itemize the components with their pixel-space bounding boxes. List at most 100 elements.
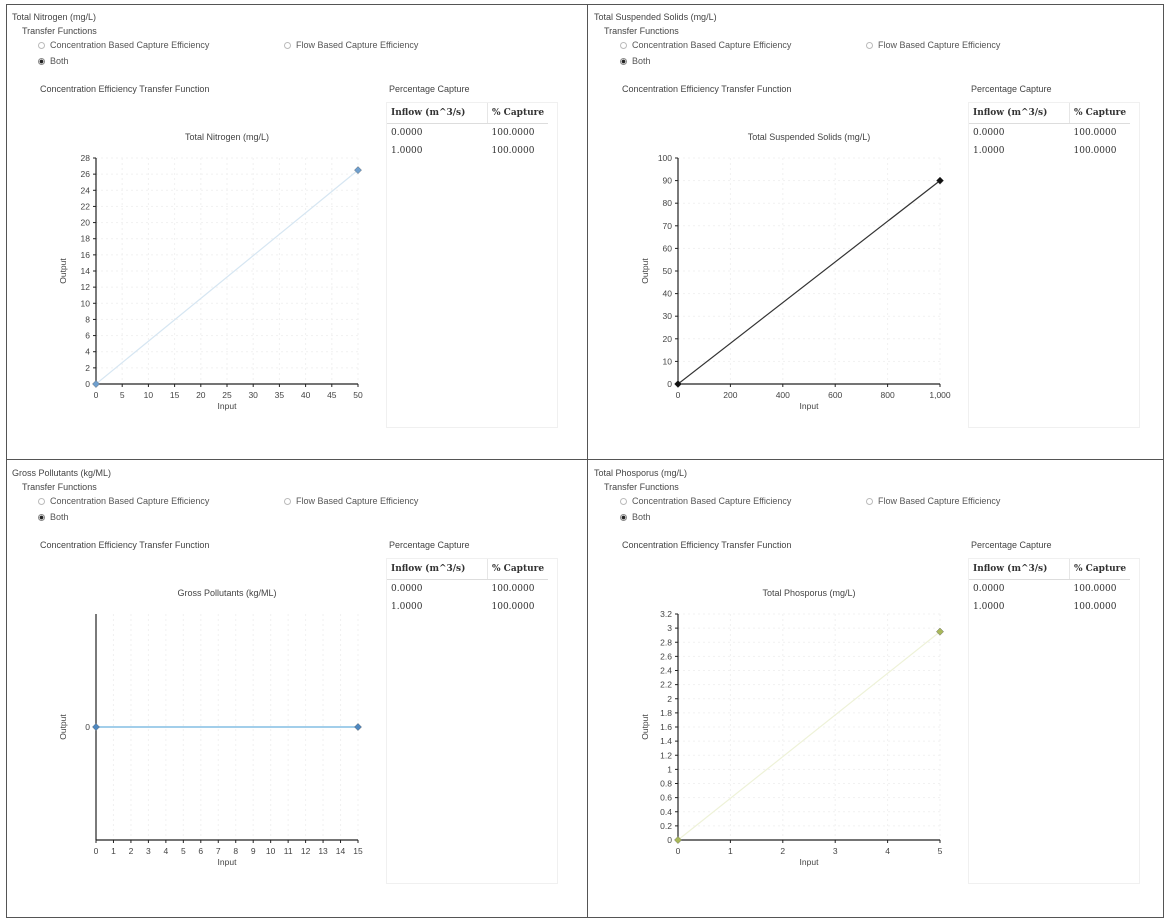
table-row[interactable]: 0.0000 100.0000	[387, 580, 548, 599]
capture-cell: 100.0000	[491, 584, 535, 594]
concentration-radio[interactable]: Concentration Based Capture Efficiency	[38, 40, 209, 50]
capture-cell: 100.0000	[491, 146, 535, 156]
capture-table: Inflow (m^3/s) % Capture 0.0000 100.0000 …	[386, 102, 558, 428]
inflow-cell: 1.0000	[391, 602, 423, 612]
flow-radio[interactable]: Flow Based Capture Efficiency	[866, 40, 1000, 50]
flow-radio-label: Flow Based Capture Efficiency	[296, 496, 419, 506]
panel-total-nitrogen: Total Nitrogen (mg/L) Transfer Functions…	[8, 6, 586, 458]
both-radio-label: Both	[632, 512, 651, 522]
x-tick-label: 13	[318, 846, 328, 856]
y-tick-label: 2	[667, 694, 672, 704]
y-tick-label: 1.2	[660, 750, 672, 760]
x-tick-label: 40	[301, 390, 311, 400]
y-tick-label: 8	[85, 314, 90, 324]
series-line	[677, 631, 941, 841]
inflow-column-header[interactable]: Inflow (m^3/s)	[387, 103, 488, 124]
y-tick-label: 2.8	[660, 637, 672, 647]
y-tick-label: 80	[663, 198, 673, 208]
transfer-function-chart: Gross Pollutants (kg/ML) 0 1 2 3 4 5 6 7 8 9 10 11 12…	[48, 558, 378, 898]
y-tick-label: 6	[85, 331, 90, 341]
table-row[interactable]: 1.0000 100.0000	[969, 142, 1130, 160]
concentration-radio-label: Concentration Based Capture Efficiency	[632, 496, 792, 506]
x-tick-label: 0	[94, 390, 99, 400]
capture-cell: 100.0000	[491, 602, 535, 612]
y-tick-label: 14	[81, 266, 91, 276]
y-tick-label: 70	[663, 221, 673, 231]
x-tick-label: 15	[170, 390, 180, 400]
data-point	[354, 166, 362, 174]
y-tick-label: 1.8	[660, 708, 672, 718]
inflow-cell: 1.0000	[973, 602, 1005, 612]
y-tick-label: 3	[667, 623, 672, 633]
x-tick-label: 6	[198, 846, 203, 856]
capture-cell: 100.0000	[1073, 584, 1117, 594]
data-point	[92, 723, 100, 731]
x-tick-label: 30	[248, 390, 258, 400]
radio-circle-icon	[866, 41, 873, 49]
both-radio[interactable]: Both	[620, 56, 651, 66]
both-radio[interactable]: Both	[620, 512, 651, 522]
radio-circle-icon	[866, 497, 873, 505]
y-tick-label: 10	[663, 356, 673, 366]
capture-table: Inflow (m^3/s) % Capture 0.0000 100.0000 …	[386, 558, 558, 884]
table-row[interactable]: 0.0000 100.0000	[969, 124, 1130, 143]
panel-title: Total Suspended Solids (mg/L)	[594, 12, 717, 22]
concentration-radio[interactable]: Concentration Based Capture Efficiency	[620, 40, 791, 50]
table-row[interactable]: 1.0000 100.0000	[969, 598, 1130, 616]
x-tick-label: 35	[275, 390, 285, 400]
panel-total-suspended-solids: Total Suspended Solids (mg/L) Transfer F…	[590, 6, 1167, 458]
table-row[interactable]: 0.0000 100.0000	[969, 580, 1130, 599]
chart-svg: Total Suspended Solids (mg/L)0 200 400 600 8…	[640, 132, 951, 411]
both-radio-label: Both	[50, 512, 69, 522]
x-tick-label: 600	[828, 390, 842, 400]
percentage-capture-label: Percentage Capture	[971, 540, 1052, 550]
table-row[interactable]: 1.0000 100.0000	[387, 142, 548, 160]
x-tick-label: 50	[353, 390, 363, 400]
x-tick-label: 7	[216, 846, 221, 856]
chart-svg: Gross Pollutants (kg/ML)0 1 2 3 4 5 6 7 8 9 10 11 12…	[58, 588, 363, 867]
y-tick-label: 100	[658, 153, 672, 163]
capture-column-header[interactable]: % Capture	[487, 559, 549, 580]
chart-title: Total Nitrogen (mg/L)	[185, 132, 269, 142]
x-tick-label: 9	[251, 846, 256, 856]
capture-column-header[interactable]: % Capture	[1069, 103, 1131, 124]
x-tick-label: 10	[144, 390, 154, 400]
x-tick-label: 1	[111, 846, 116, 856]
both-radio[interactable]: Both	[38, 56, 69, 66]
y-tick-label: 2.6	[660, 651, 672, 661]
y-tick-label: 0	[85, 722, 90, 732]
inflow-column-header[interactable]: Inflow (m^3/s)	[969, 559, 1070, 580]
y-tick-label: 90	[663, 176, 673, 186]
table-row[interactable]: 1.0000 100.0000	[387, 598, 548, 616]
capture-column-header[interactable]: % Capture	[487, 103, 549, 124]
flow-radio[interactable]: Flow Based Capture Efficiency	[284, 496, 418, 506]
both-radio-label: Both	[632, 56, 651, 66]
flow-radio[interactable]: Flow Based Capture Efficiency	[866, 496, 1000, 506]
y-tick-label: 30	[663, 311, 673, 321]
y-tick-label: 0.8	[660, 779, 672, 789]
concentration-radio[interactable]: Concentration Based Capture Efficiency	[38, 496, 209, 506]
both-radio[interactable]: Both	[38, 512, 69, 522]
both-radio-label: Both	[50, 56, 69, 66]
inflow-cell: 0.0000	[973, 128, 1005, 138]
x-axis-label: Input	[218, 401, 238, 411]
chart-title: Total Suspended Solids (mg/L)	[748, 132, 871, 142]
concentration-radio[interactable]: Concentration Based Capture Efficiency	[620, 496, 791, 506]
y-axis-label: Output	[640, 258, 650, 284]
concentration-radio-label: Concentration Based Capture Efficiency	[632, 40, 792, 50]
x-tick-label: 800	[881, 390, 895, 400]
table-row[interactable]: 0.0000 100.0000	[387, 124, 548, 143]
flow-radio[interactable]: Flow Based Capture Efficiency	[284, 40, 418, 50]
capture-column-header[interactable]: % Capture	[1069, 559, 1131, 580]
x-tick-label: 2	[780, 846, 785, 856]
inflow-column-header[interactable]: Inflow (m^3/s)	[969, 103, 1070, 124]
radio-circle-icon	[38, 41, 45, 49]
transfer-functions-label: Transfer Functions	[604, 482, 679, 492]
x-tick-label: 14	[336, 846, 346, 856]
y-tick-label: 20	[81, 218, 91, 228]
inflow-column-header[interactable]: Inflow (m^3/s)	[387, 559, 488, 580]
y-tick-label: 50	[663, 266, 673, 276]
transfer-function-chart: Total Nitrogen (mg/L) 0 5 10 15 20 25 30 35 40 45 5…	[48, 102, 378, 442]
y-tick-label: 20	[663, 334, 673, 344]
y-tick-label: 12	[81, 282, 91, 292]
